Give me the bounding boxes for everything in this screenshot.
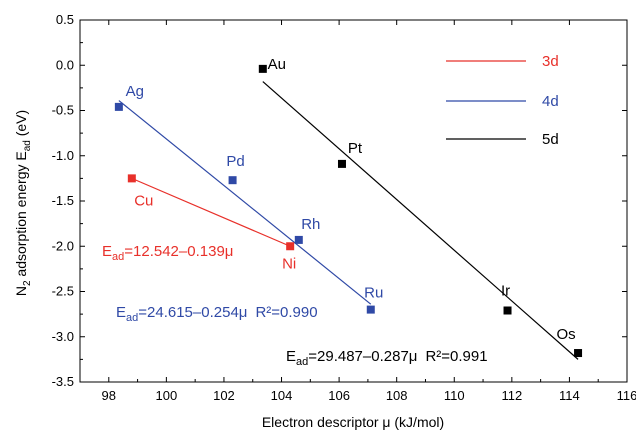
marker-ni xyxy=(286,242,295,251)
marker-os xyxy=(574,349,583,358)
label-ag: Ag xyxy=(126,83,144,100)
fit-line-3d xyxy=(131,177,291,247)
x-tick-label: 114 xyxy=(559,388,580,403)
x-tick-label: 116 xyxy=(617,388,636,403)
marker-cu xyxy=(127,174,136,183)
label-ni: Ni xyxy=(282,255,296,272)
y-tick-label: -3.0 xyxy=(52,329,74,344)
x-tick-label: 110 xyxy=(444,388,465,403)
x-tick-label: 100 xyxy=(156,388,178,403)
x-tick-label: 106 xyxy=(328,388,350,403)
label-rh: Rh xyxy=(301,216,320,233)
equation-3d: Ead=12.542–0.139μ xyxy=(102,243,233,263)
label-au: Au xyxy=(268,56,286,73)
y-tick-label: -1.5 xyxy=(52,193,74,208)
legend-label-4d: 4d xyxy=(542,93,559,110)
y-tick-label: -0.5 xyxy=(52,103,74,118)
legend-label-3d: 3d xyxy=(542,53,559,70)
point-labels: Cu Ni Ag Pd Rh Ru Au Pt Ir Os xyxy=(126,56,576,343)
x-tick-label: 104 xyxy=(271,388,293,403)
marker-ir xyxy=(503,306,512,315)
label-ir: Ir xyxy=(501,283,510,300)
label-cu: Cu xyxy=(134,192,153,209)
legend-label-5d: 5d xyxy=(542,131,559,148)
marker-ag xyxy=(114,102,123,111)
fit-line-4d xyxy=(118,100,372,305)
x-tick-label: 98 xyxy=(102,388,116,403)
marker-rh xyxy=(294,235,303,244)
equations: Ead=12.542–0.139μ Ead=24.615–0.254μ R²=0.9… xyxy=(102,243,488,368)
equation-4d: Ead=24.615–0.254μ R²=0.990 xyxy=(116,304,318,324)
axes: 98 100 102 104 106 108 110 112 114 116 0.5 0.0 -0.5 -… xyxy=(52,12,636,403)
equation-5d: Ead=29.487–0.287μ R²=0.991 xyxy=(286,348,488,368)
marker-pt xyxy=(337,159,346,168)
label-pt: Pt xyxy=(348,140,363,157)
fit-lines xyxy=(118,81,579,360)
marker-au xyxy=(258,64,267,73)
label-pd: Pd xyxy=(226,153,244,170)
label-os: Os xyxy=(556,326,575,343)
x-tick-label: 108 xyxy=(386,388,408,403)
x-tick-label: 112 xyxy=(501,388,522,403)
data-markers xyxy=(114,64,583,358)
legend: 3d 4d 5d xyxy=(446,53,559,148)
y-axis-title: N2 adsorption energy Ead (eV) xyxy=(13,110,33,296)
fit-line-5d xyxy=(262,81,579,360)
marker-ru xyxy=(366,305,375,314)
y-tick-label: 0.5 xyxy=(56,12,74,27)
marker-pd xyxy=(228,176,237,185)
plot-area xyxy=(79,19,628,383)
y-tick-label: -2.5 xyxy=(52,284,74,299)
y-tick-label: -3.5 xyxy=(52,374,74,389)
x-axis-title: Electron descriptor μ (kJ/mol) xyxy=(262,414,444,430)
label-ru: Ru xyxy=(364,285,383,302)
y-tick-label: 0.0 xyxy=(56,57,74,72)
x-tick-label: 102 xyxy=(213,388,235,403)
y-tick-label: -1.0 xyxy=(52,148,74,163)
y-tick-label: -2.0 xyxy=(52,238,74,253)
